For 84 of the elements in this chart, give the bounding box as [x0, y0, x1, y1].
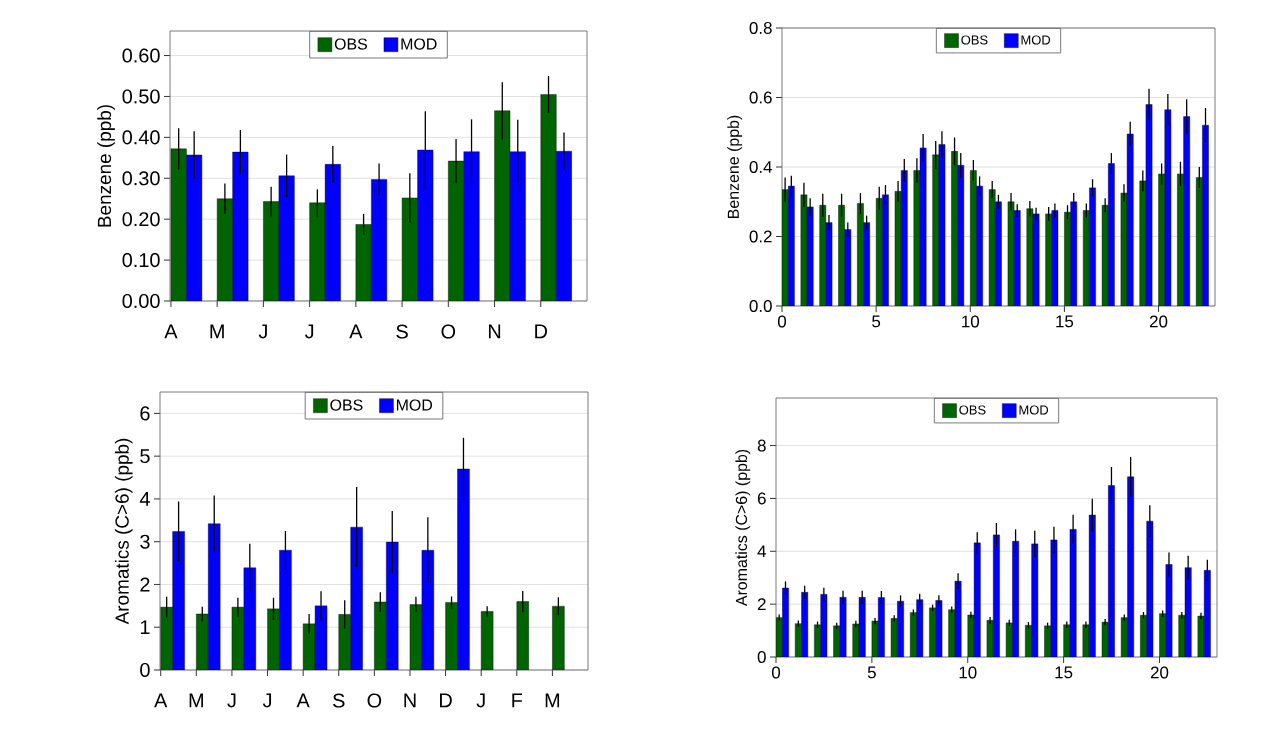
- y-tick-label: 4: [139, 492, 150, 506]
- x-tick-label: N: [404, 693, 416, 708]
- y-tick-label: 5: [140, 449, 150, 464]
- y-tick-label: 0.4: [749, 161, 772, 173]
- y-axis-title: Aromatics (C>6) (ppb): [735, 449, 751, 607]
- y-tick-label: 0.30: [122, 171, 160, 186]
- y-tick-label: 0.2: [749, 230, 772, 243]
- bar: [993, 534, 1000, 657]
- bar: [208, 523, 221, 670]
- bar: [1031, 543, 1039, 657]
- x-tick-label: N: [488, 324, 501, 339]
- x-tick-label: M: [189, 693, 203, 708]
- x-tick-label: 10: [962, 315, 980, 328]
- x-tick-label: 0: [771, 666, 781, 679]
- legend-label: MOD: [396, 399, 433, 411]
- bar: [457, 468, 470, 670]
- bar: [463, 151, 480, 301]
- y-tick-label: 0.6: [749, 91, 772, 104]
- x-tick-label: J: [304, 324, 314, 339]
- x-tick-label: A: [349, 324, 363, 339]
- x-tick-label: 15: [1055, 666, 1073, 679]
- y-tick-label: 8: [757, 439, 766, 452]
- y-tick-label: 0.50: [122, 89, 160, 104]
- x-tick-label: J: [227, 693, 236, 708]
- x-tick-label: D: [440, 693, 452, 708]
- y-tick-label: 0.8: [749, 22, 772, 34]
- y-tick-label: 0.20: [122, 212, 160, 227]
- bar: [279, 550, 292, 670]
- legend-label: MOD: [1021, 35, 1051, 45]
- x-tick-label: 15: [1056, 315, 1074, 328]
- y-tick-label: 0.60: [122, 48, 160, 63]
- x-tick-label: J: [258, 324, 267, 339]
- y-tick-label: 0.0: [749, 300, 772, 312]
- y-tick-label: 3: [140, 534, 150, 549]
- x-tick-label: 5: [872, 315, 881, 328]
- x-tick-label: O: [367, 693, 382, 708]
- bar: [243, 567, 256, 670]
- y-tick-label: 6: [140, 406, 150, 421]
- legend-label: OBS: [330, 399, 363, 411]
- bar: [973, 542, 981, 657]
- y-tick-label: 2: [757, 598, 766, 611]
- legend-label: OBS: [334, 38, 368, 50]
- x-tick-label: O: [441, 324, 456, 339]
- x-tick-label: F: [512, 693, 523, 708]
- x-tick-label: A: [164, 324, 178, 339]
- y-axis-title: Benzene (ppb): [727, 115, 743, 218]
- x-tick-label: S: [333, 693, 345, 708]
- x-tick-label: 0: [777, 315, 787, 328]
- bar: [278, 175, 295, 301]
- y-tick-label: 2: [140, 577, 150, 592]
- bar: [916, 599, 924, 657]
- bar: [509, 151, 526, 301]
- bar: [196, 613, 209, 670]
- legend-label: OBS: [959, 405, 986, 415]
- y-axis-title: Aromatics (C>6) (ppb): [114, 438, 133, 625]
- bar: [1050, 539, 1058, 657]
- y-tick-label: 4: [757, 545, 766, 558]
- legend-label: MOD: [401, 38, 437, 50]
- bar: [1127, 476, 1134, 657]
- x-tick-label: A: [296, 693, 310, 708]
- x-tick-label: S: [396, 324, 408, 339]
- y-tick-label: 1: [140, 620, 150, 635]
- legend-label: OBS: [961, 35, 988, 45]
- y-tick-label: 0: [757, 651, 766, 663]
- x-tick-label: M: [210, 324, 224, 339]
- x-tick-label: 20: [1149, 315, 1168, 328]
- x-tick-label: M: [545, 693, 560, 708]
- x-tick-label: 20: [1150, 666, 1169, 679]
- bar: [314, 605, 328, 670]
- x-tick-label: 10: [959, 666, 977, 679]
- y-axis-title: Benzene (ppb): [97, 105, 115, 227]
- legend-label: MOD: [1019, 405, 1049, 415]
- x-tick-label: J: [262, 693, 272, 708]
- x-tick-label: 5: [867, 666, 876, 679]
- bar: [186, 154, 203, 301]
- bar: [1184, 567, 1192, 657]
- y-tick-label: 0.40: [122, 130, 160, 145]
- x-tick-label: D: [535, 324, 548, 339]
- x-tick-label: A: [154, 693, 168, 708]
- y-tick-label: 6: [757, 492, 766, 505]
- y-tick-label: 0.00: [122, 293, 160, 309]
- x-tick-label: J: [476, 693, 485, 708]
- bar: [267, 608, 280, 670]
- y-tick-label: 0.10: [122, 253, 160, 268]
